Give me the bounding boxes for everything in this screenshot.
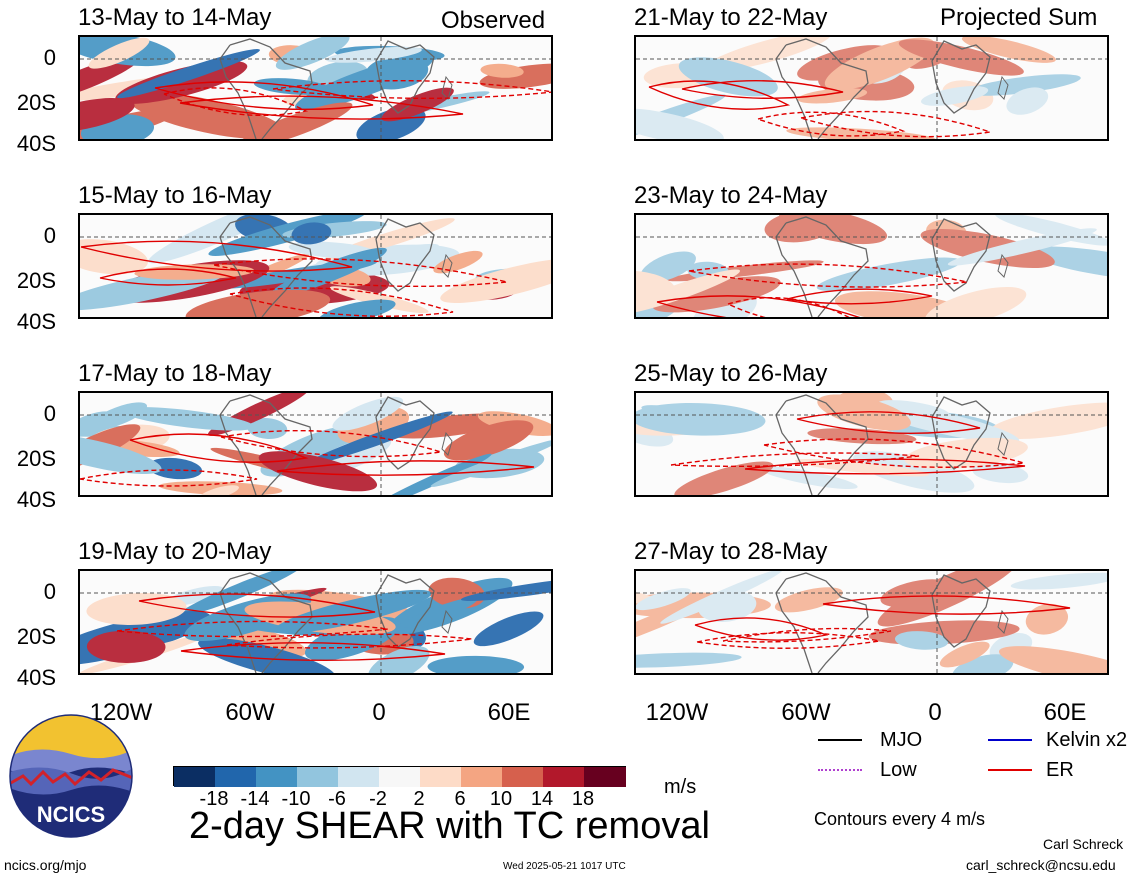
map-panel — [634, 213, 1109, 319]
lat-tick-label: 0 — [43, 223, 56, 248]
panel-title: 15-May to 16-May — [78, 182, 272, 209]
legend-label-mjo: MJO — [880, 729, 923, 751]
panel-title: 23-May to 24-May — [634, 182, 828, 209]
map-panel — [634, 391, 1109, 497]
lat-tick-label: 0 — [43, 579, 56, 604]
colorbar-segment — [297, 767, 339, 787]
map-panel — [634, 569, 1109, 675]
colorbar-segment — [379, 767, 421, 787]
colorbar-segment — [461, 767, 503, 787]
lat-tick-label: 20S — [16, 268, 56, 293]
lon-tick-label: 120W — [89, 699, 153, 726]
lon-tick-label: 0 — [372, 699, 386, 726]
colorbar-label: 2 — [413, 788, 425, 810]
legend-line-er — [988, 769, 1032, 771]
lon-tick-label: 60W — [225, 699, 275, 726]
map-panel — [78, 391, 553, 497]
ncics-logo-icon: NCICS — [9, 714, 133, 838]
lat-tick-label: 0 — [43, 45, 56, 70]
legend-line-mjo — [818, 739, 862, 741]
colorbar-segment — [420, 767, 462, 787]
lon-tick-label: 60E — [1043, 699, 1087, 726]
footer-timestamp: Wed 2025-05-21 1017 UTC — [503, 861, 626, 872]
lon-tick-label: 0 — [928, 699, 942, 726]
lat-tick-label: 40S — [16, 309, 56, 334]
colorbar-label: -6 — [328, 788, 346, 810]
colorbar-segment — [502, 767, 544, 787]
lat-tick-label: 20S — [16, 624, 56, 649]
logo-text: NCICS — [37, 802, 105, 827]
colorbar-label: -14 — [240, 788, 270, 810]
lon-tick-label: 60W — [781, 699, 831, 726]
contour-note: Contours every 4 m/s — [814, 809, 986, 829]
colorbar — [173, 766, 626, 787]
main-title: 2-day SHEAR with TC removal — [189, 805, 710, 847]
colorbar-label: -18 — [199, 788, 229, 810]
legend-line-low — [818, 769, 862, 771]
legend-label-kelvin: Kelvin x2 — [1046, 729, 1128, 751]
panel-title: 27-May to 28-May — [634, 538, 828, 565]
lon-tick-label: 120W — [645, 699, 709, 726]
legend-label-low: Low — [880, 759, 917, 781]
lat-tick-label: 40S — [16, 665, 56, 690]
colorbar-segment — [584, 767, 626, 787]
lon-tick-label: 60E — [487, 699, 531, 726]
map-panel — [78, 569, 553, 675]
legend-line-kelvin — [988, 739, 1032, 741]
lat-tick-label: 40S — [16, 487, 56, 512]
map-panel — [78, 35, 553, 141]
ncics-logo: NCICS — [9, 714, 133, 838]
observed-column-title: Observed — [441, 7, 546, 34]
colorbar-label: 14 — [530, 788, 554, 810]
colorbar-segment — [174, 767, 216, 787]
colorbar-segment — [256, 767, 298, 787]
colorbar-label: -10 — [281, 788, 311, 810]
panel-title: 25-May to 26-May — [634, 360, 828, 387]
panel-title: 17-May to 18-May — [78, 360, 272, 387]
lat-tick-label: 40S — [16, 131, 56, 156]
lat-tick-label: 20S — [16, 90, 56, 115]
footer-email: carl_schreck@ncsu.edu — [966, 857, 1116, 873]
lat-tick-label: 0 — [43, 401, 56, 426]
legend-label-er: ER — [1046, 759, 1074, 781]
panel-title: 21-May to 22-May — [634, 4, 828, 31]
colorbar-label: -2 — [369, 788, 387, 810]
lat-tick-label: 20S — [16, 446, 56, 471]
projected-column-title: Projected Sum — [940, 4, 1098, 31]
footer-author: Carl Schreck — [1043, 836, 1124, 852]
map-panel — [634, 35, 1109, 141]
colorbar-segment — [338, 767, 380, 787]
colorbar-label: 6 — [454, 788, 466, 810]
colorbar-label: 18 — [571, 788, 595, 810]
colorbar-segment — [543, 767, 585, 787]
map-panel — [78, 213, 553, 319]
colorbar-unit: m/s — [664, 776, 697, 798]
colorbar-segment — [215, 767, 257, 787]
panel-title: 19-May to 20-May — [78, 538, 272, 565]
colorbar-labels: -18 -14 -10 -6 -2 2 6 10 14 18 — [173, 789, 626, 811]
panel-title: 13-May to 14-May — [78, 4, 272, 31]
colorbar-label: 10 — [489, 788, 513, 810]
footer-url: ncics.org/mjo — [4, 857, 87, 873]
